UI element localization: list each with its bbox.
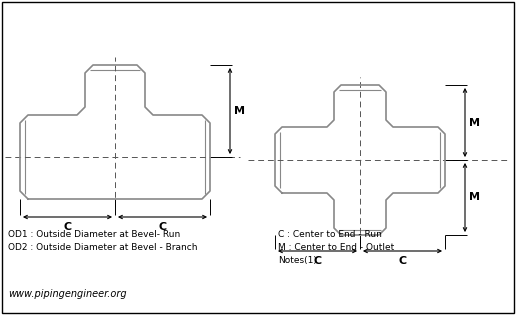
Text: OD2 : Outside Diameter at Bevel - Branch: OD2 : Outside Diameter at Bevel - Branch (8, 243, 198, 252)
Text: M: M (469, 117, 480, 128)
Text: Notes(1): Notes(1) (278, 256, 317, 265)
Text: M: M (234, 106, 245, 116)
Text: C: C (158, 222, 167, 232)
Text: M : Center to End - Outlet: M : Center to End - Outlet (278, 243, 394, 252)
Polygon shape (20, 65, 210, 199)
Text: OD1 : Outside Diameter at Bevel- Run: OD1 : Outside Diameter at Bevel- Run (8, 230, 180, 239)
Text: C: C (313, 256, 321, 266)
Text: C: C (63, 222, 72, 232)
Text: C : Center to End - Run: C : Center to End - Run (278, 230, 382, 239)
Text: M: M (469, 192, 480, 203)
Text: www.pipingengineer.org: www.pipingengineer.org (8, 289, 126, 299)
Polygon shape (275, 85, 445, 235)
Text: C: C (398, 256, 407, 266)
